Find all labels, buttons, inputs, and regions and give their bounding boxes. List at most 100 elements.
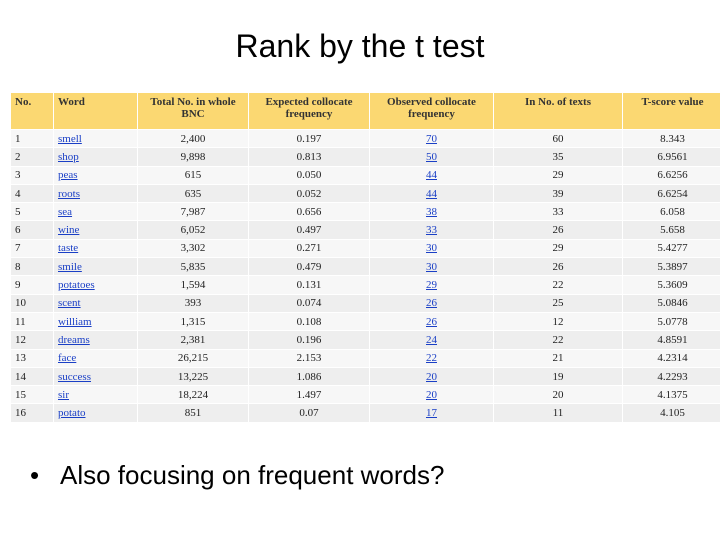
table-row: 2 shop 9,898 0.813 50 35 6.9561 xyxy=(10,147,720,167)
frequency-link[interactable]: 38 xyxy=(426,205,437,218)
table-cell: 0.813 xyxy=(248,147,370,167)
table-cell: 0.196 xyxy=(248,330,370,350)
table-row: 9 potatoes 1,594 0.131 29 22 5.3609 xyxy=(10,275,720,295)
word-link[interactable]: wine xyxy=(58,224,80,237)
table-cell: 5.0846 xyxy=(622,293,720,313)
table-cell: 16 xyxy=(10,403,54,423)
table-row: 10 scent 393 0.074 26 25 5.0846 xyxy=(10,293,720,313)
frequency-link[interactable]: 30 xyxy=(426,260,437,273)
table-row: 3 peas 615 0.050 44 29 6.6256 xyxy=(10,165,720,185)
table-cell: 0.052 xyxy=(248,183,370,204)
table-cell: taste xyxy=(53,238,138,259)
frequency-link[interactable]: 70 xyxy=(426,132,437,145)
table-cell: 0.074 xyxy=(248,293,370,313)
table-cell: peas xyxy=(53,165,138,185)
frequency-link[interactable]: 44 xyxy=(426,187,437,200)
word-link[interactable]: smile xyxy=(58,260,82,273)
frequency-link[interactable]: 33 xyxy=(426,224,437,237)
table-cell: 26 xyxy=(493,220,623,240)
table-cell: 70 xyxy=(369,128,494,149)
table-cell: 22 xyxy=(493,275,623,295)
header-cell: Total No. in whole BNC xyxy=(137,92,249,130)
table-cell: 33 xyxy=(493,202,623,222)
word-link[interactable]: face xyxy=(58,352,77,365)
word-link[interactable]: sir xyxy=(58,388,69,401)
frequency-link[interactable]: 22 xyxy=(426,352,437,365)
word-link[interactable]: taste xyxy=(58,242,79,255)
word-link[interactable]: william xyxy=(58,315,92,328)
table-cell: 6.058 xyxy=(622,202,720,222)
table-cell: 12 xyxy=(493,311,623,332)
frequency-link[interactable]: 20 xyxy=(426,370,437,383)
table-cell: 6.6254 xyxy=(622,183,720,204)
table-cell: 5.3897 xyxy=(622,257,720,277)
table-cell: 5 xyxy=(10,202,54,222)
table-cell: success xyxy=(53,366,138,387)
frequency-link[interactable]: 50 xyxy=(426,150,437,163)
table-cell: 17 xyxy=(369,403,494,423)
frequency-link[interactable]: 29 xyxy=(426,279,437,292)
word-link[interactable]: roots xyxy=(58,187,80,200)
word-link[interactable]: sea xyxy=(58,205,73,218)
table-cell: 9 xyxy=(10,275,54,295)
table-cell: 4.105 xyxy=(622,403,720,423)
table-cell: 22 xyxy=(493,330,623,350)
table-cell: 11 xyxy=(10,311,54,332)
table-cell: 1.497 xyxy=(248,385,370,405)
table-cell: 13,225 xyxy=(137,366,249,387)
table-cell: 2,381 xyxy=(137,330,249,350)
table-cell: 2,400 xyxy=(137,128,249,149)
table-cell: 25 xyxy=(493,293,623,313)
table-cell: 0.479 xyxy=(248,257,370,277)
word-link[interactable]: scent xyxy=(58,297,81,310)
table-cell: 26 xyxy=(369,293,494,313)
table-cell: sea xyxy=(53,202,138,222)
table-row: 5 sea 7,987 0.656 38 33 6.058 xyxy=(10,202,720,222)
table-cell: 12 xyxy=(10,330,54,350)
table-cell: 11 xyxy=(493,403,623,423)
frequency-link[interactable]: 20 xyxy=(426,388,437,401)
table-cell: roots xyxy=(53,183,138,204)
table-cell: 26 xyxy=(369,311,494,332)
table-cell: 29 xyxy=(493,238,623,259)
word-link[interactable]: success xyxy=(58,370,91,383)
frequency-link[interactable]: 26 xyxy=(426,297,437,310)
frequency-link[interactable]: 44 xyxy=(426,169,437,182)
bullet-dot: • xyxy=(30,460,40,490)
word-link[interactable]: dreams xyxy=(58,333,90,346)
table-cell: 30 xyxy=(369,257,494,277)
word-link[interactable]: peas xyxy=(58,169,78,182)
table-cell: smile xyxy=(53,257,138,277)
table-cell: 0.050 xyxy=(248,165,370,185)
table-cell: 15 xyxy=(10,385,54,405)
header-cell: Expected collocate frequency xyxy=(248,92,370,130)
frequency-link[interactable]: 17 xyxy=(426,407,437,420)
word-link[interactable]: shop xyxy=(58,150,79,163)
table-cell: 30 xyxy=(369,238,494,259)
table-cell: 4.2314 xyxy=(622,348,720,368)
table-cell: smell xyxy=(53,128,138,149)
table-cell: 21 xyxy=(493,348,623,368)
table-row: 13 face 26,215 2.153 22 21 4.2314 xyxy=(10,348,720,368)
word-link[interactable]: potato xyxy=(58,407,86,420)
table-row: 12 dreams 2,381 0.196 24 22 4.8591 xyxy=(10,330,720,350)
frequency-link[interactable]: 26 xyxy=(426,315,437,328)
table-row: 1 smell 2,400 0.197 70 60 8.343 xyxy=(10,128,720,149)
frequency-link[interactable]: 30 xyxy=(426,242,437,255)
table-cell: 851 xyxy=(137,403,249,423)
word-link[interactable]: smell xyxy=(58,132,82,145)
table-cell: 8 xyxy=(10,257,54,277)
frequency-link[interactable]: 24 xyxy=(426,333,437,346)
table-cell: 20 xyxy=(369,385,494,405)
table-row: 16 potato 851 0.07 17 11 4.105 xyxy=(10,403,720,423)
table-cell: 29 xyxy=(369,275,494,295)
table-cell: 22 xyxy=(369,348,494,368)
table-cell: 4 xyxy=(10,183,54,204)
word-link[interactable]: potatoes xyxy=(58,279,95,292)
bullet-text: Also focusing on frequent words? xyxy=(60,460,445,490)
table-cell: 26,215 xyxy=(137,348,249,368)
table-row: 4 roots 635 0.052 44 39 6.6254 xyxy=(10,183,720,204)
table-cell: 6.9561 xyxy=(622,147,720,167)
table-cell: potato xyxy=(53,403,138,423)
